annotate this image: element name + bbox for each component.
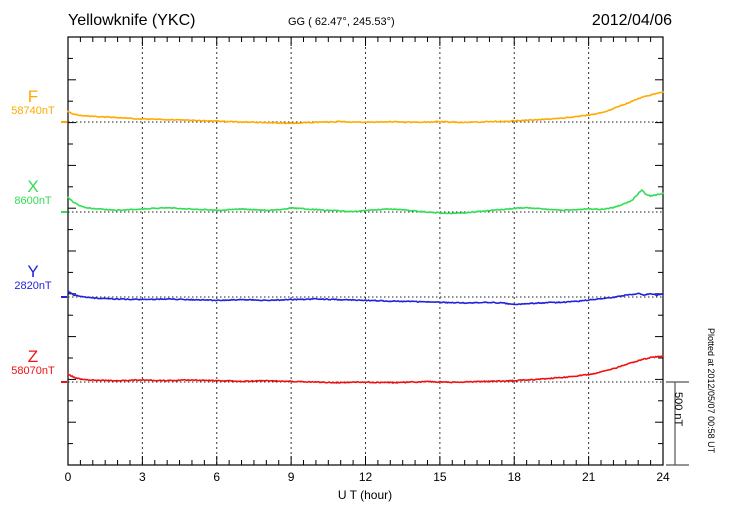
station-title: Yellowknife (YKC) — [68, 12, 196, 29]
x-tick-label-12: 12 — [358, 470, 373, 484]
component-baseline-y: 2820nT — [14, 280, 52, 292]
plot-credit-timestamp: Plotted at 2012/05/07 00:58 UT — [706, 328, 716, 454]
axis-ticks — [67, 36, 664, 466]
component-symbol-z: Z — [27, 347, 39, 366]
component-baseline-f: 58740nT — [11, 105, 55, 117]
x-axis-title: U T (hour) — [337, 488, 393, 502]
component-symbol-f: F — [27, 87, 39, 106]
scale-bar-label: 500 nT — [672, 392, 684, 427]
scale-bar — [666, 381, 689, 466]
component-baseline-x: 8600nT — [14, 195, 52, 207]
component-symbol-x: X — [27, 177, 39, 196]
component-label-f: F 58740nT — [0, 88, 66, 118]
grid-lines — [141, 37, 590, 465]
x-tick-label-21: 21 — [581, 470, 596, 484]
component-traces — [67, 91, 664, 384]
component-label-y: Y 2820nT — [0, 263, 66, 293]
component-baseline-z: 58070nT — [11, 365, 55, 377]
observation-date: 2012/04/06 — [591, 12, 672, 29]
x-tick-label-9: 9 — [287, 470, 295, 484]
component-label-z: Z 58070nT — [0, 348, 66, 378]
component-symbol-y: Y — [27, 262, 39, 281]
x-tick-label-15: 15 — [433, 470, 447, 484]
geographic-coordinates: GG ( 62.47°, 245.53°) — [288, 16, 395, 28]
component-label-x: X 8600nT — [0, 178, 66, 208]
x-tick-label-24: 24 — [656, 470, 670, 484]
x-tick-label-3: 3 — [139, 470, 146, 484]
x-tick-label-0: 0 — [64, 470, 72, 484]
x-tick-label-6: 6 — [213, 470, 221, 484]
x-tick-label-18: 18 — [507, 470, 521, 484]
